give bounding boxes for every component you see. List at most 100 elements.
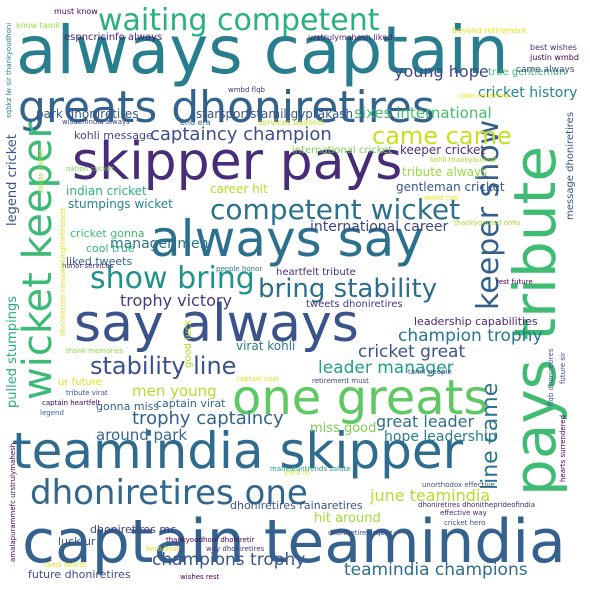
word-luck-ur: luck ur — [58, 535, 96, 548]
word-keeper-cricket: keeper cricket — [400, 143, 486, 157]
word-champions-trophy: champions trophy — [152, 550, 306, 570]
word-retirement-must: retirement must — [312, 377, 369, 385]
word-gonna-miss: gonna miss — [96, 400, 160, 413]
word-sixes-international: sixes international — [354, 104, 492, 122]
word-honor-services: honor services — [62, 262, 114, 270]
word-dhoniretires-dhonitheprideofindia: dhoniretires dhonitheprideofindia — [418, 501, 536, 509]
word-future-dhoniretires: future dhoniretires — [28, 568, 131, 581]
word-june-teamindia: june teamindia — [370, 486, 491, 505]
word-bring-stability: bring stability — [258, 274, 438, 304]
word-hit-around: hit around — [314, 511, 381, 526]
word-teamindia-champions: teamindia champions — [344, 560, 528, 580]
word-international-cricket: international cricket — [292, 145, 393, 156]
word-dhoniretires-rainawishinghimthebest: dhoniretires rainawishinghimthebest — [59, 207, 67, 336]
word-gentleman-cricket: gentleman cricket — [396, 180, 505, 194]
word-tweets-dhoniretires: tweets dhoniretires — [306, 299, 403, 310]
word-mahesfantrends-salute: mahesfantrends salute — [270, 465, 351, 473]
word-message-dhoniretires: message dhoniretires — [565, 111, 576, 220]
word-cricket-history: cricket history — [478, 85, 578, 101]
word-international-career: international career — [310, 219, 449, 235]
word-know-tamil: know tamil — [16, 21, 60, 30]
word-stability-line: stability line — [90, 352, 237, 380]
word-hope-leadership: hope leadership — [384, 429, 497, 445]
word-wishes-rest: wishes rest — [180, 573, 220, 581]
word-career-hit: career hit — [210, 182, 268, 196]
word-cool-true: cool true — [86, 242, 135, 255]
word-nation-cricket: nation cricket — [66, 165, 114, 173]
word-way-dhoniretires: way dhoniretires — [206, 545, 265, 553]
word-tribute-always: tribute always — [402, 165, 488, 179]
word-show-bring: show bring — [90, 261, 255, 296]
word-sqbkz-lw-sir-thankyoudhoni: sqbkz lw sir thankyoudhoni — [5, 22, 13, 118]
word-young-hope: young hope — [394, 62, 489, 81]
word-cricket-gonna: cricket gonna — [70, 227, 145, 240]
word-one-greats: one greats — [232, 370, 489, 426]
word-legend: legend — [40, 409, 64, 417]
word-wmbd-flqb: wmbd flqb — [228, 86, 265, 94]
word-men-young: men young — [132, 382, 217, 400]
word-liked-tweets: liked tweets — [66, 255, 133, 268]
word-tamil-hearts: tamil hearts — [44, 561, 87, 569]
word-trophy-captaincy: trophy captaincy — [132, 408, 284, 429]
word-always-say: always say — [150, 210, 424, 268]
word-captaincy-champion: captaincy champion — [150, 124, 332, 145]
word-hero-best: hero best — [146, 545, 180, 553]
word-captain-virat: captain virat — [156, 397, 226, 410]
word-thankyoudhoni-dhoniretir: thankyoudhoni dhoniretir — [166, 536, 255, 544]
word-came-came: came came — [372, 122, 512, 150]
word-world-cup: world cup — [424, 194, 459, 202]
word-salute-nation: salute nation — [37, 148, 45, 194]
word-trophy-victory: trophy victory — [120, 291, 232, 310]
word-true-gentleman: true gentleman — [488, 67, 566, 78]
word-hearts-surrendered: hearts surrendered — [559, 414, 567, 482]
word-effective-way: effective way — [440, 509, 487, 517]
word-indian-cricket: indian cricket — [66, 184, 147, 198]
word-unorthodox-effective: unorthodox effective — [422, 481, 495, 489]
word-always-captain: always captain — [16, 12, 509, 89]
word-leadership-capabilities: leadership capabilities — [414, 315, 538, 328]
word-legend-cricket: legend cricket — [5, 134, 20, 226]
word-virat-kohli: virat kohli — [236, 339, 296, 353]
word-urstrulymahesh-liked: urstrulymahesh liked — [308, 33, 393, 42]
word-miss-good: miss good — [310, 421, 377, 436]
word-cricket-great: cricket great — [358, 342, 466, 362]
word-end-era: end era — [180, 118, 211, 127]
word-captain-cool: captain cool — [236, 375, 279, 383]
word-teamindia-skipper: teamindia skipper — [12, 422, 464, 480]
word-competent-wicket: competent wicket — [210, 193, 461, 226]
word-kohli-message: kohli message — [74, 129, 153, 142]
word-good-luck: good luck — [183, 319, 194, 368]
word-captain-teamindia: captain teamindia — [22, 507, 566, 577]
word-cricket-hero: cricket hero — [444, 519, 486, 527]
word-best-wishes: best wishes — [530, 43, 577, 52]
word-thank-memories: thank memories — [66, 347, 124, 355]
word-thankyoumsd-ohhs: thankyoumsd ohhs — [454, 219, 521, 227]
word-amalapurammefc-urstrulymahesh: amalapurammefc urstrulymahesh — [9, 442, 17, 562]
word-say-always: say always — [74, 294, 359, 354]
word-skipper-pays: skipper pays — [72, 132, 403, 192]
word-flqb-dhoniretires: flqb dhoniretires — [547, 348, 555, 406]
word-tamil-people: tamil people — [408, 368, 452, 376]
word-espncricinfo-always: espncricinfo always — [64, 32, 163, 43]
word-captain-heartfelt: captain heartfelt — [42, 399, 101, 407]
word-dhoniretires-one: dhoniretires one — [30, 473, 308, 513]
word-park-dhoniretires: park dhoniretires — [36, 107, 139, 121]
word-future-sir: future sir — [559, 352, 567, 384]
word-services-beyond: services beyond — [258, 118, 324, 127]
word-manager-men: manager men — [110, 236, 209, 252]
word-must-know: must know — [54, 7, 98, 16]
word-beyond-retirement: beyond retirement — [452, 26, 527, 35]
word-pulled-stumpings: pulled stumpings — [5, 296, 20, 408]
word-came-always: came always — [516, 65, 575, 75]
word-tribute-virat: tribute virat — [66, 389, 108, 397]
word-greats-dhoniretires: greats dhoniretires — [18, 82, 435, 133]
word-great-leader: great leader — [376, 412, 475, 431]
word-dhoniretires-sqbkz: dhoniretires sqbkz — [328, 529, 393, 537]
word-rest-future: rest future — [496, 278, 533, 286]
word-kohli-thankyoumsd: kohli thankyoumsd — [430, 156, 497, 164]
word-leader-manager: leader manager — [318, 358, 454, 378]
word-champion-trophy: champion trophy — [398, 326, 543, 346]
word-starsportstamil-gvprakash: starsportstamil gvprakash — [196, 107, 354, 121]
word-waiting-competent: waiting competent — [98, 3, 380, 38]
